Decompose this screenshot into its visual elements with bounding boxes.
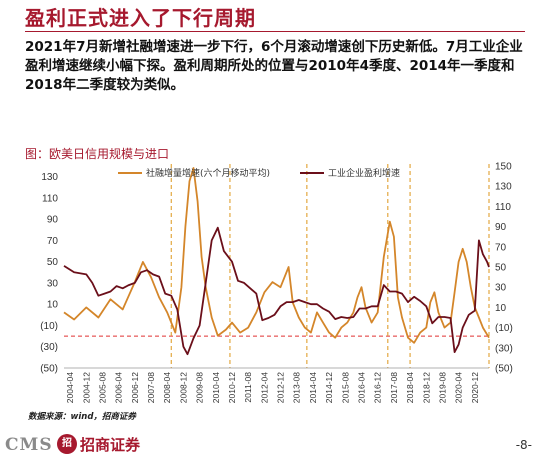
axes-group: 130 110 90 70 50 30 10 (10) (30) (50) 150 130 110 90 7…: [40, 162, 513, 404]
x-tick-label: 2014-04: [308, 372, 318, 403]
page-number: -8-: [515, 438, 532, 452]
x-tick-label: 2020-04: [454, 372, 464, 403]
x-tick-label: 2008-04: [162, 372, 172, 403]
logo-icon: 招: [57, 434, 77, 454]
body-paragraph: 2021年7月新增社融增速进一步下行，6个月滚动增速创下历史新低。7月工业企业盈…: [25, 39, 523, 93]
legend-label: 社融增量增速(六个月移动平均): [146, 167, 270, 179]
x-tick-label: 2018-04: [405, 372, 415, 403]
x-tick-label: 2013-08: [292, 372, 302, 403]
logo-text: CMS: [5, 435, 53, 455]
footer: CMS 招 招商证券 -8-: [0, 428, 550, 457]
figure-title: 图：欧美日信用规模与进口: [25, 147, 170, 161]
x-tick-label: 2016-12: [373, 372, 383, 403]
y-left-tick-label: 90: [47, 215, 59, 226]
x-tick-label: 2017-08: [389, 372, 399, 403]
x-tick-label: 2018-12: [421, 372, 431, 403]
y-right-tick-label: 90: [495, 222, 507, 233]
y-left-tick-label: (50): [40, 364, 58, 375]
x-tick-label: 2008-12: [178, 372, 188, 403]
y-left-tick-label: 130: [41, 172, 58, 183]
x-tick-label: 2019-08: [437, 372, 447, 403]
series-group: [63, 167, 490, 356]
x-tick-label: 2004-12: [81, 372, 91, 403]
title-divider: [25, 31, 525, 32]
y-left-tick-label: 50: [47, 257, 59, 268]
y-left-tick-label: 10: [47, 300, 59, 311]
y-right-tick-label: (10): [495, 323, 513, 334]
x-tick-label: 2009-08: [195, 372, 205, 403]
y-right-tick-label: 30: [495, 283, 507, 294]
y-right-tick-label: 150: [495, 162, 512, 173]
y-left-tick-label: 110: [42, 193, 58, 204]
y-left-tick-label: 30: [47, 278, 59, 289]
y-right-tick-label: 130: [495, 182, 512, 193]
social-financing-line: [63, 167, 490, 344]
logo-company-name: 招商证券: [80, 436, 141, 454]
x-tick-label: 2005-08: [97, 372, 107, 403]
x-tick-label: 2010-12: [227, 372, 237, 403]
cycle-markers-group: [170, 164, 490, 368]
legend: 社融增量增速(六个月移动平均) 工业企业盈利增速: [118, 167, 400, 179]
x-tick-label: 2012-12: [276, 372, 286, 403]
data-source: 数据来源：wind，招商证券: [28, 412, 136, 422]
x-tick-label: 2016-04: [357, 372, 367, 403]
y-right-tick-label: 50: [495, 263, 507, 274]
y-left-tick-label: (10): [40, 321, 58, 332]
y-right-tick-label: (50): [495, 364, 513, 375]
x-tick-label: 2006-04: [114, 372, 124, 403]
industrial-profit-line: [63, 226, 490, 356]
x-tick-label: 2007-08: [146, 372, 156, 403]
y-right-tick-label: 10: [495, 303, 507, 314]
legend-label: 工业企业盈利增速: [328, 167, 400, 179]
x-tick-label: 2020-12: [470, 372, 480, 403]
y-left-tick-label: 70: [47, 236, 59, 247]
x-tick-label: 2006-12: [130, 372, 140, 403]
y-left-tick-label: (30): [40, 342, 58, 353]
x-tick-label: 2010-04: [211, 372, 221, 403]
x-tick-label: 2015-08: [340, 372, 350, 403]
y-right-tick-label: (30): [495, 343, 513, 354]
y-right-tick-label: 110: [495, 202, 511, 213]
x-tick-label: 2014-12: [324, 372, 334, 403]
x-tick-label: 2011-08: [243, 372, 253, 403]
x-tick-label: 2012-04: [259, 372, 269, 403]
x-tick-label: 2004-04: [65, 372, 75, 403]
slide-title: 盈利正式进入了下行周期: [25, 6, 256, 30]
y-right-tick-label: 70: [495, 242, 507, 253]
